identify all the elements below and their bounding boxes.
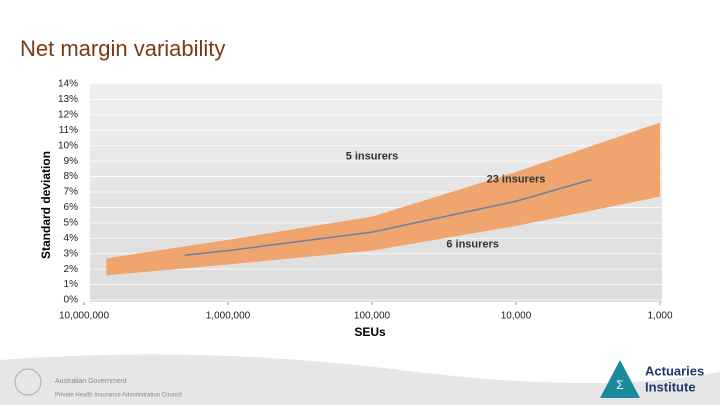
y-tick-label: 11%	[59, 125, 78, 136]
annotation: 6 insurers	[446, 238, 499, 250]
gov-name: Australian Government	[55, 378, 127, 385]
y-tick-label: 2%	[64, 264, 79, 275]
footer-wave	[0, 354, 720, 405]
y-tick-label: 14%	[58, 79, 78, 90]
y-tick-label: 13%	[58, 94, 78, 105]
council-name: Private Health Insurance Administration …	[55, 393, 182, 399]
x-tick-label: 10,000,000	[59, 311, 109, 322]
logo-sigma: Σ	[616, 378, 623, 392]
y-tick-label: 7%	[64, 187, 79, 198]
y-tick-label: 1%	[64, 279, 79, 290]
y-axis-label: Standard deviation	[39, 151, 53, 259]
y-tick-label: 4%	[64, 233, 79, 244]
annotation: 5 insurers	[346, 150, 399, 162]
y-tick-label: 9%	[64, 156, 79, 167]
x-tick-label: 1,000	[647, 311, 672, 322]
gov-crest	[14, 368, 42, 396]
annotation: 23 insurers	[487, 174, 546, 186]
y-tick-label: 3%	[64, 248, 79, 259]
x-tick-label: 100,000	[354, 311, 391, 322]
y-tick-label: 10%	[58, 140, 78, 151]
y-tick-label: 0%	[64, 295, 79, 306]
x-tick-label: 1,000,000	[206, 311, 251, 322]
y-tick-label: 12%	[58, 109, 78, 120]
y-tick-label: 5%	[64, 217, 79, 228]
y-tick-label: 8%	[64, 171, 79, 182]
x-tick-label: 10,000	[501, 311, 532, 322]
y-tick-label: 6%	[64, 202, 79, 213]
logo-triangle	[600, 360, 640, 398]
x-axis-label: SEUs	[354, 325, 386, 339]
line	[184, 178, 592, 257]
slide-title: Net margin variability	[20, 36, 225, 61]
uncertainty-band	[106, 122, 660, 276]
logo-line2: Institute	[645, 379, 696, 394]
logo-line1: Actuaries	[645, 363, 704, 378]
